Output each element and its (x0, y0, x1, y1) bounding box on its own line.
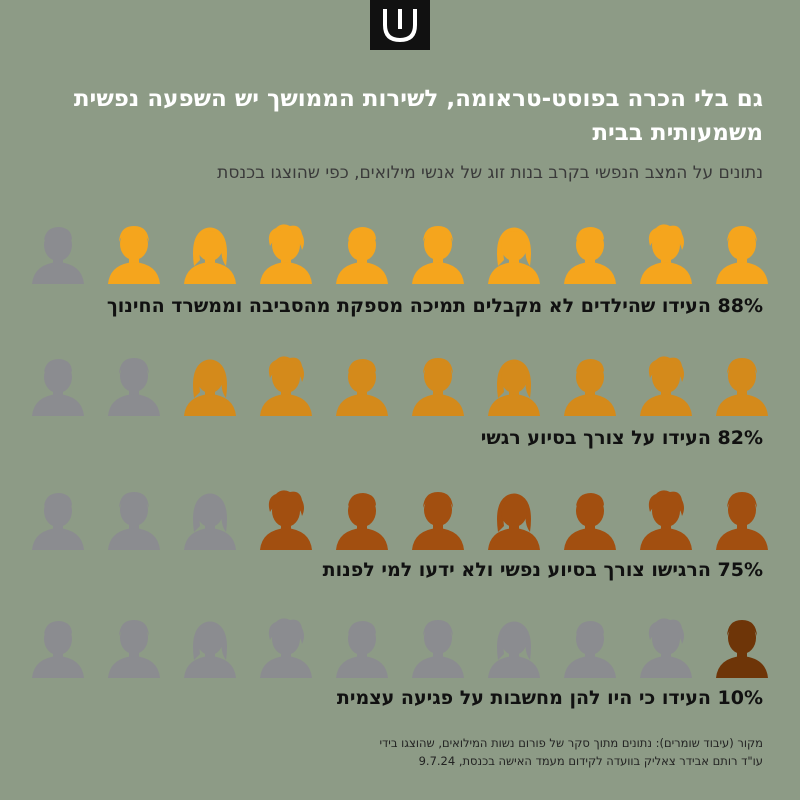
person-icon-highlighted (716, 492, 768, 550)
person-icon-highlighted (564, 227, 616, 284)
page-subtitle: נתונים על המצב הנפשי בקרב בנות זוג של אנ… (217, 163, 763, 183)
person-icon (32, 227, 84, 284)
person-icon-highlighted (488, 227, 540, 284)
person-icon-highlighted (336, 493, 388, 550)
person-icon-highlighted (640, 356, 692, 416)
person-icon-highlighted (564, 359, 616, 416)
person-icon-highlighted (260, 356, 312, 416)
person-icon-highlighted (640, 490, 692, 550)
person-icon-highlighted (640, 224, 692, 284)
person-icon (32, 359, 84, 416)
person-icon (32, 493, 84, 550)
person-icon-highlighted (488, 359, 540, 416)
person-icon (336, 621, 388, 678)
person-icon (184, 621, 236, 678)
person-icon-highlighted (716, 620, 768, 678)
person-icon (32, 621, 84, 678)
row-label-1: 88% העידו שהילדים לא מקבלים תמיכה מספקת … (106, 295, 763, 317)
person-icon (108, 358, 160, 416)
person-icon-highlighted (184, 359, 236, 416)
source-line-2: עו"ד רותם אבידר צאליק בוועדה לקידום מעמד… (418, 754, 763, 768)
person-icon-highlighted (336, 227, 388, 284)
row-label-4: 10% העידו כי היו להן מחשבות על פגיעה עצמ… (336, 687, 763, 709)
person-icon-highlighted (716, 358, 768, 416)
icons-row-1 (28, 218, 772, 290)
person-icon-highlighted (412, 358, 464, 416)
person-icon-highlighted (716, 226, 768, 284)
icons-row-2 (28, 350, 772, 422)
person-icon (640, 618, 692, 678)
person-icon (184, 493, 236, 550)
shin-logo-icon (383, 9, 417, 43)
person-icon-highlighted (260, 224, 312, 284)
person-icon-highlighted (336, 359, 388, 416)
person-icon-highlighted (108, 226, 160, 284)
person-icon (260, 618, 312, 678)
row-label-2: 82% העידו על צורך בסיוע רגשי (480, 427, 763, 449)
person-icon-highlighted (412, 226, 464, 284)
person-icon-highlighted (184, 227, 236, 284)
row-label-3: 75% הרגישו צורך בסיוע נפשי ולא ידעו למי … (322, 559, 763, 581)
person-icon-highlighted (564, 493, 616, 550)
page-title: גם בלי הכרה בפוסט-טראומה, לשירות הממושך … (73, 86, 763, 146)
logo (370, 0, 430, 50)
person-icon (108, 620, 160, 678)
person-icon-highlighted (488, 493, 540, 550)
icons-row-3 (28, 484, 772, 556)
person-icon (564, 621, 616, 678)
person-icon (488, 621, 540, 678)
person-icon-highlighted (412, 492, 464, 550)
person-icon-highlighted (260, 490, 312, 550)
source-line-1: מקור (עיבוד שומרים): נתונים מתוך סקר של … (379, 736, 763, 750)
person-icon (412, 620, 464, 678)
person-icon (108, 492, 160, 550)
icons-row-4 (28, 612, 772, 684)
source-note: מקור (עיבוד שומרים): נתונים מתוך סקר של … (163, 734, 763, 770)
